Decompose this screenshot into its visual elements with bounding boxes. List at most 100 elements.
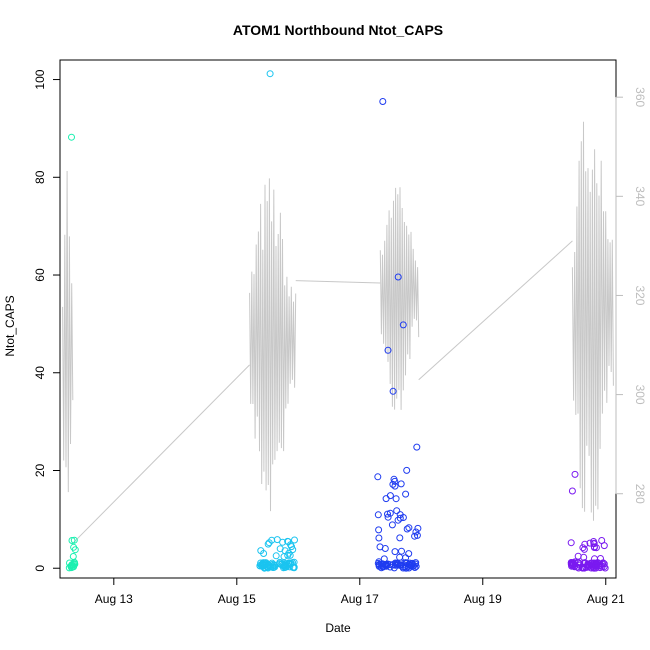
data-point: [391, 482, 399, 490]
data-point: [403, 466, 411, 474]
y-tick-label: 80: [33, 170, 47, 184]
data-point: [289, 546, 297, 554]
data-point: [411, 560, 419, 568]
data-point: [397, 480, 405, 488]
data-point-peak: [68, 133, 75, 141]
data-point: [67, 562, 75, 570]
data-point: [569, 561, 577, 568]
data-point: [68, 537, 76, 544]
data-point: [386, 509, 394, 517]
x-axis: Aug 13 Aug 15 Aug 17 Aug 19 Aug 21: [95, 578, 625, 606]
y2-tick-label: 300: [633, 385, 647, 405]
x-tick-label: Aug 13: [95, 592, 133, 606]
data-point: [70, 536, 78, 544]
data-point: [384, 513, 392, 521]
chart-title: ATOM1 Northbound Ntot_CAPS: [233, 22, 443, 38]
data-point: [384, 510, 391, 518]
data-point: [414, 524, 422, 532]
secondary-series-segment: [379, 187, 420, 410]
y-tick-label: 40: [33, 366, 47, 380]
y2-tick-label: 280: [633, 484, 647, 504]
data-point: [393, 560, 401, 568]
data-point-peak: [394, 273, 402, 281]
data-point: [592, 564, 600, 572]
data-point: [291, 536, 298, 544]
y-tick-label: 20: [33, 463, 47, 477]
data-point: [375, 561, 383, 569]
data-point: [396, 514, 404, 522]
data-point: [568, 562, 576, 570]
data-point: [412, 528, 420, 536]
data-point: [402, 564, 410, 572]
y2-tick-label: 360: [633, 87, 647, 107]
data-point: [265, 539, 273, 547]
data-point: [600, 542, 608, 550]
data-point: [375, 526, 383, 534]
data-point: [401, 563, 409, 571]
data-point: [576, 560, 584, 568]
data-point: [402, 554, 410, 562]
data-point: [584, 561, 592, 569]
data-point: [283, 562, 291, 570]
data-point: [567, 539, 575, 547]
data-point: [380, 561, 388, 568]
points-layer: [65, 70, 609, 572]
secondary-series-connector: [72, 364, 250, 544]
data-point: [580, 545, 588, 553]
data-point: [284, 538, 292, 546]
data-point: [592, 561, 600, 569]
x-axis-label: Date: [325, 621, 351, 635]
secondary-series-connector: [295, 280, 381, 284]
x-tick-label: Aug 17: [341, 592, 379, 606]
data-point-peak: [266, 70, 274, 78]
secondary-series-segment: [62, 170, 74, 493]
data-point-peak: [384, 346, 392, 354]
data-point: [405, 524, 413, 532]
data-point: [279, 561, 287, 569]
data-point: [581, 540, 589, 548]
secondary-series-connector: [418, 240, 573, 381]
data-point-peak: [399, 321, 407, 329]
data-point: [268, 561, 276, 568]
data-point: [396, 534, 404, 542]
data-point: [285, 549, 293, 557]
y2-axis: 280 300 320 340 360: [615, 87, 647, 504]
data-point: [388, 521, 396, 529]
y-axis-label: Ntot_CAPS: [3, 295, 17, 356]
data-point: [413, 443, 421, 451]
data-point: [393, 507, 401, 515]
data-point: [402, 490, 410, 498]
data-point: [391, 548, 399, 556]
data-point: [411, 532, 419, 540]
data-point-peak: [571, 470, 579, 478]
data-point: [375, 534, 383, 542]
data-point: [413, 531, 421, 539]
secondary-series-layer: [62, 121, 614, 544]
data-point: [403, 525, 411, 533]
data-point: [290, 563, 298, 571]
data-point: [386, 492, 394, 500]
y-tick-label: 100: [33, 69, 47, 89]
secondary-series-segment: [571, 121, 614, 521]
y2-tick-label: 320: [633, 285, 647, 305]
data-point: [597, 561, 605, 569]
y2-tick-label: 340: [633, 186, 647, 206]
data-point: [579, 544, 587, 552]
data-point: [591, 555, 598, 563]
data-point: [272, 552, 280, 560]
data-point: [581, 560, 588, 568]
data-point: [260, 564, 268, 572]
data-point: [586, 539, 594, 547]
x-tick-label: Aug 19: [464, 592, 502, 606]
data-point: [376, 543, 384, 551]
y-tick-label: 60: [33, 268, 47, 282]
data-point: [258, 562, 266, 570]
data-point: [264, 540, 272, 548]
data-point: [374, 473, 382, 481]
secondary-series-segment: [249, 178, 297, 512]
y-tick-label: 0: [33, 565, 47, 572]
data-point: [392, 495, 400, 503]
data-point-peak: [568, 487, 576, 495]
